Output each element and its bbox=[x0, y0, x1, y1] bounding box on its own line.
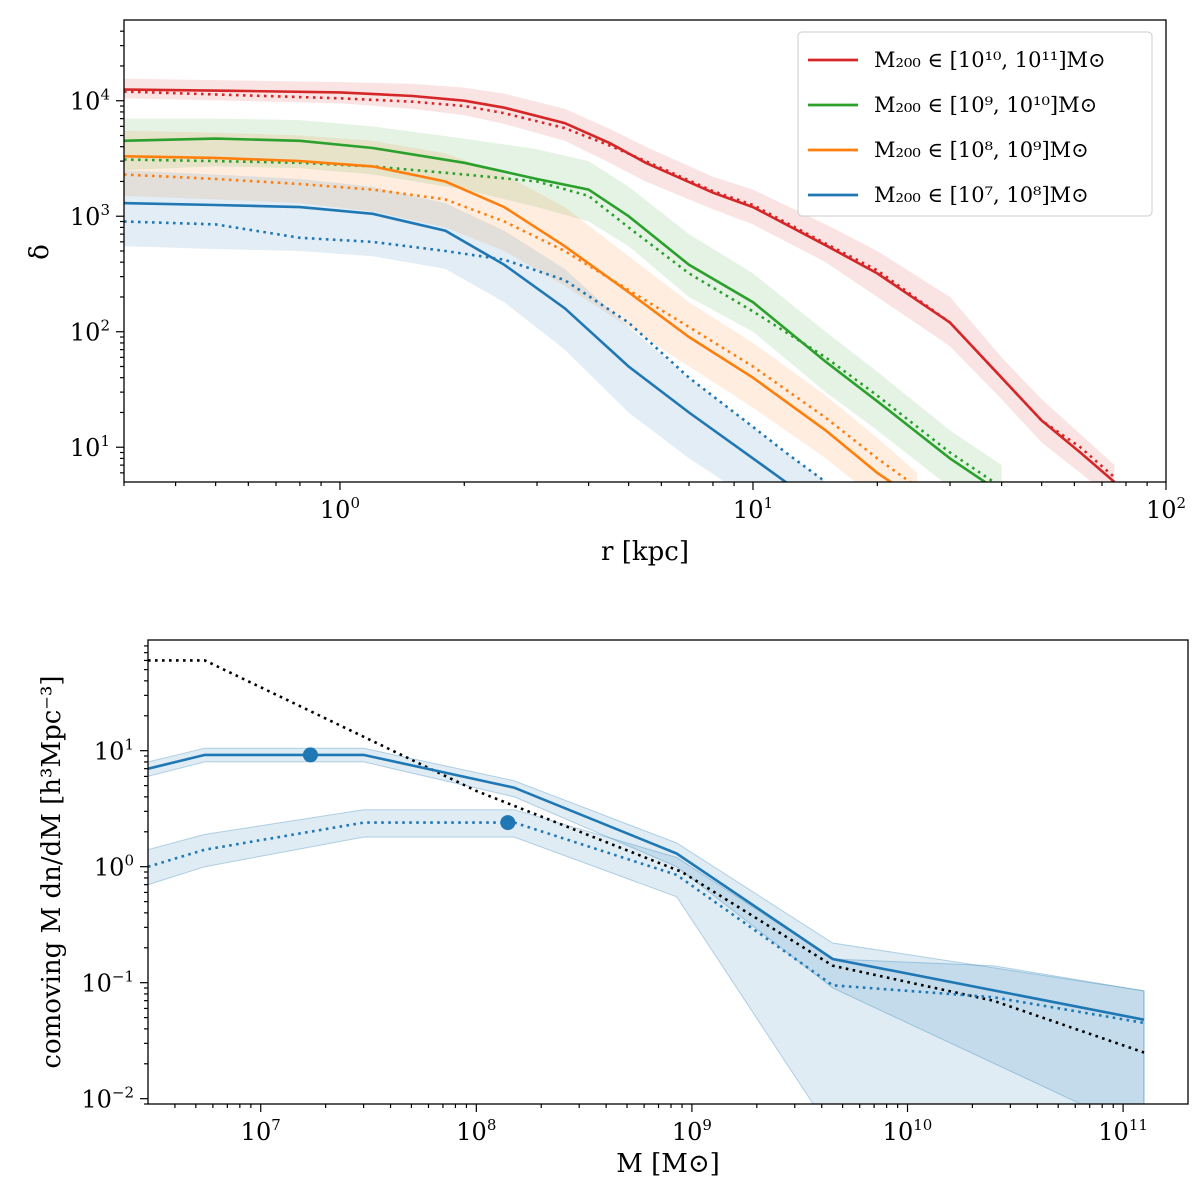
legend-box bbox=[797, 31, 1153, 217]
c1-solid-line-2 bbox=[124, 155, 894, 482]
c2-xtick-label-4: 1011 bbox=[1098, 1116, 1148, 1146]
c1-ylabel: δ bbox=[25, 244, 55, 260]
c1-legend: M₂₀₀ ∈ [10¹⁰, 10¹¹]M⊙ M₂₀₀ ∈ [10⁹, 10¹⁰]M… bbox=[797, 31, 1153, 217]
c1-ytick-label-2: 103 bbox=[70, 201, 110, 231]
c1-band-3 bbox=[124, 170, 826, 482]
c1-xlabel: r [kpc] bbox=[601, 537, 689, 567]
c2-bands bbox=[148, 747, 1145, 1104]
c2-marker-2 bbox=[500, 815, 516, 831]
c2-xlabel: M [M⊙] bbox=[616, 1149, 720, 1179]
c2-band-1 bbox=[148, 747, 1145, 1104]
c1-dotted-line-2 bbox=[124, 173, 913, 482]
c2-ytick-label-0: 10−2 bbox=[81, 1084, 134, 1114]
c2-ticks: 107 108 109 1010 1011 10−2 10−1 100 101 bbox=[81, 645, 1148, 1146]
c2-xtick-label-3: 1010 bbox=[883, 1116, 933, 1146]
c1-dotted-line-3 bbox=[124, 220, 827, 482]
c2-line-1 bbox=[148, 753, 1145, 1021]
c2-lines bbox=[148, 659, 1145, 1054]
c2-band-2 bbox=[148, 809, 1145, 1104]
legend-label-2: M₂₀₀ ∈ [10⁸, 10⁹]M⊙ bbox=[874, 138, 1089, 162]
c1-bands bbox=[124, 78, 1115, 482]
c1-dotted-line-0 bbox=[124, 90, 1116, 479]
c1-lines bbox=[124, 88, 1116, 482]
c1-ytick-label-3: 104 bbox=[70, 86, 110, 116]
c1-ytick-label-0: 101 bbox=[70, 432, 110, 462]
legend-label-0: M₂₀₀ ∈ [10¹⁰, 10¹¹]M⊙ bbox=[874, 48, 1106, 72]
c2-xtick-label-0: 107 bbox=[241, 1116, 281, 1146]
legend-label-3: M₂₀₀ ∈ [10⁷, 10⁸]M⊙ bbox=[874, 183, 1089, 207]
c2-xtick-label-1: 108 bbox=[456, 1116, 496, 1146]
c1-band-2 bbox=[124, 130, 918, 482]
c1-solid-line-3 bbox=[124, 201, 789, 482]
c2-line-0 bbox=[148, 659, 1145, 1054]
c1-ytick-label-1: 102 bbox=[70, 317, 110, 347]
c2-ylabel: comoving M dn/dM [h³Mpc⁻³] bbox=[37, 675, 67, 1068]
c2-ytick-label-1: 10−1 bbox=[81, 968, 134, 998]
c1-ticks: 100 101 102 101 102 103 104 bbox=[70, 30, 1186, 524]
legend-label-1: M₂₀₀ ∈ [10⁹, 10¹⁰]M⊙ bbox=[874, 93, 1097, 117]
c2-line-2 bbox=[148, 821, 1145, 1025]
c1-xtick-label-2: 102 bbox=[1146, 494, 1186, 524]
c1-solid-line-0 bbox=[124, 88, 1116, 482]
mass-function-chart: 107 108 109 1010 1011 10−2 10−1 100 101 M [M⊙] c… bbox=[37, 639, 1189, 1179]
c2-ytick-label-2: 100 bbox=[94, 852, 134, 882]
c2-ytick-label-3: 101 bbox=[94, 736, 134, 766]
c2-xtick-label-2: 109 bbox=[672, 1116, 712, 1146]
c1-band-0 bbox=[124, 78, 1115, 482]
radial-profile-chart: 100 101 102 101 102 103 104 r [kpc] δ M₂₀₀ ∈ [… bbox=[25, 19, 1186, 567]
c2-marker-1 bbox=[302, 747, 318, 763]
c1-band-1 bbox=[124, 118, 1002, 482]
c1-xtick-label-1: 101 bbox=[733, 494, 773, 524]
c1-xtick-label-0: 100 bbox=[320, 494, 360, 524]
c1-solid-line-1 bbox=[124, 137, 988, 482]
